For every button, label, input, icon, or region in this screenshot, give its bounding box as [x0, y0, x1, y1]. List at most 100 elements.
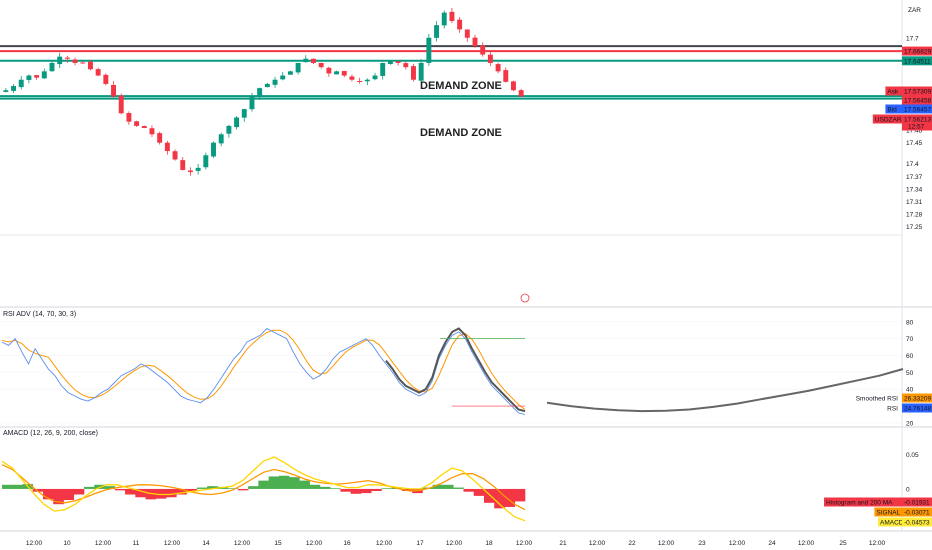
candle-body — [234, 117, 240, 128]
amacd-histogram-bar — [360, 488, 372, 494]
amacd-histogram-bar — [453, 487, 464, 489]
amacd-histogram-bar — [135, 488, 146, 498]
candle-body — [11, 86, 16, 91]
rsi-projection-line — [385, 327, 526, 413]
candle-body — [126, 113, 132, 122]
candle-body — [464, 29, 470, 38]
amacd-histogram-bar — [432, 484, 444, 489]
candle-body — [395, 61, 401, 63]
time-tick-label: 22 — [628, 540, 636, 547]
candle-body — [318, 62, 324, 68]
amacd-histogram-bar — [2, 484, 13, 489]
amacd-histogram-bar — [381, 488, 392, 489]
candle-body — [41, 71, 47, 79]
candle-body — [372, 75, 378, 80]
rsi-indicator-title[interactable]: RSI ADV (14, 70, 30, 3) — [3, 311, 77, 318]
amacd-histogram-bar — [237, 488, 249, 491]
time-axis[interactable]: 12:00 10 12:00 11 12:00 14 12:00 15 12:00 16 12:00… — [26, 540, 886, 547]
candle-body — [403, 63, 409, 68]
candle-body — [49, 62, 55, 72]
candle-body — [180, 160, 186, 170]
candle-body — [518, 90, 524, 97]
amacd-tag-bg — [902, 507, 932, 517]
amacd-histogram-bar — [309, 484, 321, 489]
time-tick-label: 24 — [768, 540, 776, 547]
level-tag-label: 17.64511 — [904, 58, 931, 65]
price-tag-name-bg — [885, 104, 902, 114]
price-axis[interactable]: ZAR 17.7 17.48 17.45 17.4 17.37 17.34 17.31 17.2… — [906, 7, 923, 493]
rsi-tag-bg — [902, 403, 932, 413]
candle-body — [57, 56, 63, 65]
candle-body — [3, 90, 9, 92]
amacd-histogram-bar — [63, 488, 75, 501]
candle-body — [495, 64, 501, 72]
candle-body — [241, 109, 247, 118]
candle-body — [134, 121, 140, 126]
candle-body — [472, 37, 478, 47]
time-tick-label: 10 — [63, 540, 71, 547]
time-tick-label: 17 — [416, 540, 424, 547]
candle-body — [457, 19, 463, 30]
amacd-series-name: SIGNAL — [876, 510, 900, 517]
candle-body — [503, 70, 509, 82]
time-tick-label: 18 — [485, 540, 493, 547]
demand-zones[interactable]: DEMAND ZONE DEMAND ZONE — [420, 80, 502, 139]
amacd-histogram-bar — [278, 475, 290, 489]
amacd-histogram-bar — [463, 488, 475, 492]
candle-body — [80, 62, 86, 64]
candle-body — [164, 142, 170, 152]
price-tag-bg — [902, 114, 932, 131]
price-tick-label: 17.25 — [906, 224, 923, 231]
rsi-forecast-curve — [546, 368, 904, 413]
price-tag-name: USDZAR — [875, 117, 902, 124]
price-tag-value: 17.57309 — [904, 89, 931, 96]
price-tick-label: 17.7 — [906, 35, 919, 42]
amacd-histogram-bar — [125, 488, 136, 495]
price-tag-countdown: 12:57 — [908, 124, 925, 131]
candle-body — [26, 75, 32, 80]
candle-body — [418, 62, 424, 81]
candle-body — [118, 95, 124, 114]
rsi-tick-label: 20 — [906, 420, 914, 427]
candle-body — [64, 57, 70, 59]
candle-body — [111, 84, 116, 97]
time-tick-label: 15 — [274, 540, 282, 547]
amacd-tick-label: 0 — [906, 486, 910, 493]
candle-body — [157, 133, 163, 143]
pane-separators — [0, 0, 932, 532]
amacd-histogram-bar — [104, 486, 116, 489]
time-tick-label: 12:00 — [164, 540, 181, 547]
rsi-tag-value: 24.76148 — [904, 406, 931, 413]
candle-body — [195, 167, 201, 171]
amacd-histogram-bar — [227, 488, 239, 489]
currency-label: ZAR — [908, 7, 921, 14]
candle-body — [218, 134, 224, 144]
amacd-histogram-bar — [371, 488, 382, 492]
amacd-histogram-bar — [32, 488, 44, 492]
rsi-series-name: Smoothed RSI — [856, 396, 898, 403]
time-tick-label: 12:00 — [729, 540, 746, 547]
candle-body — [334, 71, 340, 75]
candle-body — [257, 88, 263, 97]
amacd-indicator-title[interactable]: AMACD (12, 26, 9, 200, close) — [3, 430, 98, 437]
time-tick-label: 12:00 — [798, 540, 815, 547]
price-tag-value: 17.56457 — [904, 107, 931, 114]
candle-body — [187, 170, 193, 173]
time-tick-label: 12:00 — [95, 540, 112, 547]
amacd-histogram-bar — [350, 488, 362, 494]
candle-body — [303, 58, 309, 63]
candle-body — [272, 79, 278, 85]
amacd-histogram-bar — [196, 487, 208, 489]
amacd-series-name: AMACD — [880, 520, 904, 527]
amacd-tag-value: -0.01931 — [904, 500, 930, 507]
candle-body — [149, 128, 155, 135]
time-tick-label: 16 — [343, 540, 351, 547]
rsi-series-name: RSI — [887, 406, 898, 413]
time-tick-label: 12:00 — [516, 540, 533, 547]
amacd-histogram-bar — [494, 488, 505, 509]
time-tick-label: 14 — [202, 540, 210, 547]
candle-body — [449, 11, 455, 21]
candle-body — [411, 66, 416, 80]
